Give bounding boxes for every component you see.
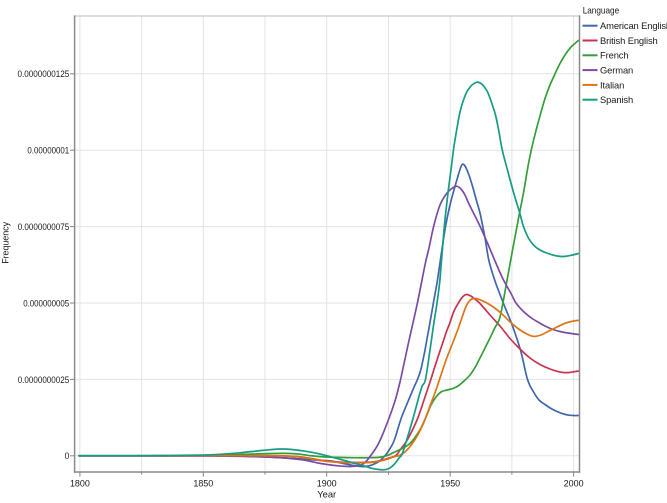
svg-text:1950: 1950 xyxy=(440,477,460,488)
svg-text:Year: Year xyxy=(317,489,336,500)
svg-text:1900: 1900 xyxy=(317,477,337,488)
svg-text:0: 0 xyxy=(65,450,70,461)
svg-text:0.0000000075: 0.0000000075 xyxy=(18,221,69,232)
svg-text:Frequency: Frequency xyxy=(1,221,11,263)
svg-text:1850: 1850 xyxy=(193,477,213,488)
svg-text:1800: 1800 xyxy=(70,477,90,488)
svg-text:0.0000000125: 0.0000000125 xyxy=(18,68,70,79)
svg-text:0.00000001: 0.00000001 xyxy=(27,145,69,156)
svg-text:American English: American English xyxy=(600,20,667,31)
svg-text:German: German xyxy=(600,65,633,76)
svg-text:2000: 2000 xyxy=(564,477,584,488)
svg-text:British English: British English xyxy=(600,35,658,46)
svg-text:Language: Language xyxy=(583,5,620,16)
svg-text:Spanish: Spanish xyxy=(600,94,633,105)
svg-text:0.0000000025: 0.0000000025 xyxy=(18,374,69,385)
svg-text:Italian: Italian xyxy=(600,79,624,90)
svg-text:0.000000005: 0.000000005 xyxy=(23,297,69,308)
svg-text:French: French xyxy=(600,50,628,61)
